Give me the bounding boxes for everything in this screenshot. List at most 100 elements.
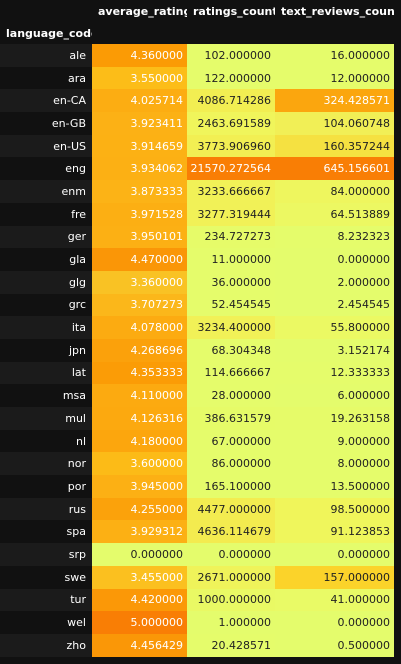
index-name-row: language_code [0,22,394,44]
cell-text-reviews-count: 157.000000 [275,565,394,589]
column-header-ratings-count[interactable]: ratings_count [193,4,275,18]
cell-ratings-count: 52.454545 [187,293,275,317]
table-row: wel 5.000000 1.000000 0.000000 [0,611,394,634]
cell-average-rating: 4.360000 [92,44,187,67]
column-header-average-rating[interactable]: average_rating [98,4,187,18]
cell-ratings-count: 2671.000000 [187,565,275,589]
cell-text-reviews-count: 55.800000 [275,316,394,339]
cell-average-rating: 4.470000 [92,248,187,271]
table-row: enm 3.873333 3233.666667 84.000000 [0,180,394,203]
row-index-label: glg [0,270,92,294]
table-row: ita 4.078000 3234.400000 55.800000 [0,316,394,339]
cell-text-reviews-count: 0.000000 [275,248,394,271]
cell-text-reviews-count: 2.000000 [275,270,394,294]
cell-average-rating: 0.000000 [92,543,187,566]
cell-average-rating: 3.360000 [92,270,187,294]
cell-average-rating: 4.180000 [92,429,187,453]
cell-text-reviews-count: 91.123853 [275,520,394,544]
table-row: srp 0.000000 0.000000 0.000000 [0,543,394,566]
table-row: fre 3.971528 3277.319444 64.513889 [0,202,394,226]
row-index-label: fre [0,202,92,226]
corner-blank [0,0,92,22]
row-index-label: lat [0,361,92,385]
cell-ratings-count: 11.000000 [187,248,275,271]
index-name-label: language_code [6,26,92,40]
cell-text-reviews-count: 41.000000 [275,588,394,612]
index-row-blank [92,22,187,44]
table-row: gla 4.470000 11.000000 0.000000 [0,248,394,271]
cell-average-rating: 3.929312 [92,520,187,544]
cell-ratings-count: 4636.114679 [187,520,275,544]
table-row: jpn 4.268696 68.304348 3.152174 [0,338,394,362]
cell-ratings-count: 122.000000 [187,66,275,90]
cell-average-rating: 3.950101 [92,225,187,249]
cell-ratings-count: 67.000000 [187,429,275,453]
table-header: average_rating ratings_count text_review… [0,0,394,44]
cell-ratings-count: 2463.691589 [187,112,275,135]
row-index-label: spa [0,520,92,544]
table-row: zho 4.456429 20.428571 0.500000 [0,633,394,657]
cell-ratings-count: 21570.272564 [187,157,275,181]
row-index-label: enm [0,180,92,203]
row-index-label: zho [0,633,92,657]
cell-ratings-count: 114.666667 [187,361,275,385]
table-row: en-GB 3.923411 2463.691589 104.060748 [0,112,394,135]
cell-ratings-count: 20.428571 [187,633,275,657]
cell-text-reviews-count: 12.333333 [275,361,394,385]
cell-text-reviews-count: 104.060748 [275,112,394,135]
cell-text-reviews-count: 2.454545 [275,293,394,317]
column-header-text-reviews-count[interactable]: text_reviews_count [281,4,394,18]
cell-average-rating: 4.025714 [92,89,187,113]
cell-text-reviews-count: 3.152174 [275,338,394,362]
cell-text-reviews-count: 0.000000 [275,543,394,566]
cell-text-reviews-count: 160.357244 [275,134,394,158]
table-row: ale 4.360000 102.000000 16.000000 [0,44,394,67]
cell-average-rating: 3.707273 [92,293,187,317]
table-row: en-US 3.914659 3773.906960 160.357244 [0,134,394,158]
table-row: nor 3.600000 86.000000 8.000000 [0,452,394,476]
cell-text-reviews-count: 84.000000 [275,180,394,203]
cell-text-reviews-count: 19.263158 [275,407,394,430]
cell-ratings-count: 3773.906960 [187,134,275,158]
table-row: tur 4.420000 1000.000000 41.000000 [0,588,394,612]
table-row: glg 3.360000 36.000000 2.000000 [0,270,394,294]
row-index-label: mul [0,407,92,430]
row-index-label: eng [0,157,92,181]
cell-ratings-count: 3277.319444 [187,202,275,226]
cell-average-rating: 3.600000 [92,452,187,476]
row-index-label: ara [0,66,92,90]
row-index-label: ita [0,316,92,339]
table-body: ale 4.360000 102.000000 16.000000 ara 3.55000… [0,44,394,657]
cell-average-rating: 4.078000 [92,316,187,339]
cell-ratings-count: 4477.000000 [187,497,275,521]
cell-ratings-count: 1.000000 [187,611,275,634]
cell-average-rating: 3.550000 [92,66,187,90]
row-index-label: msa [0,384,92,407]
table-row: en-CA 4.025714 4086.714286 324.428571 [0,89,394,113]
index-row-blank [187,22,275,44]
cell-text-reviews-count: 13.500000 [275,475,394,498]
row-index-label: wel [0,611,92,634]
row-index-label: srp [0,543,92,566]
cell-average-rating: 4.353333 [92,361,187,385]
table-row: mul 4.126316 386.631579 19.263158 [0,407,394,430]
cell-average-rating: 4.110000 [92,384,187,407]
row-index-label: nor [0,452,92,476]
row-index-label: ger [0,225,92,249]
cell-ratings-count: 3234.400000 [187,316,275,339]
cell-ratings-count: 3233.666667 [187,180,275,203]
cell-average-rating: 5.000000 [92,611,187,634]
row-index-label: en-GB [0,112,92,135]
table-row: spa 3.929312 4636.114679 91.123853 [0,520,394,544]
cell-ratings-count: 386.631579 [187,407,275,430]
table-row: ara 3.550000 122.000000 12.000000 [0,66,394,90]
table-row: grc 3.707273 52.454545 2.454545 [0,293,394,317]
table-row: ger 3.950101 234.727273 8.232323 [0,225,394,249]
row-index-label: ale [0,44,92,67]
column-header-row: average_rating ratings_count text_review… [0,0,394,22]
row-index-label: nl [0,429,92,453]
cell-text-reviews-count: 0.500000 [275,633,394,657]
cell-ratings-count: 4086.714286 [187,89,275,113]
table-row: msa 4.110000 28.000000 6.000000 [0,384,394,407]
